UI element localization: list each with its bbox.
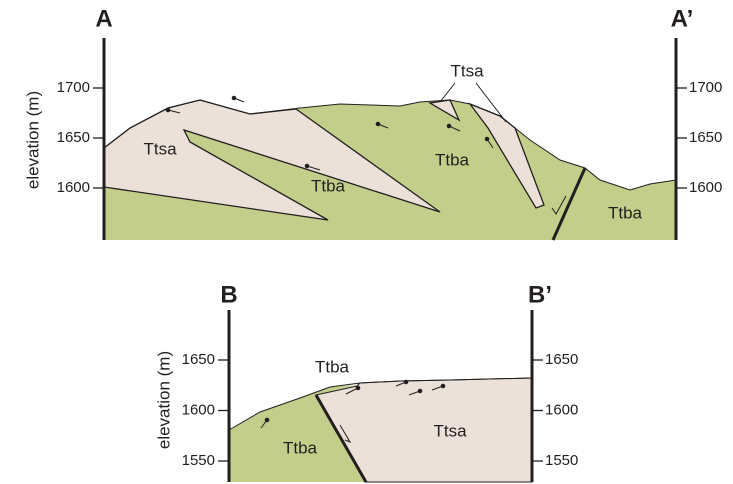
unit-label: Ttba bbox=[311, 176, 346, 195]
unit-label: Ttba bbox=[435, 150, 470, 169]
section-a: A A’ elevation (m) Ttsa Ttba Ttba Ttsa T… bbox=[23, 5, 693, 240]
tick-label: 1600 bbox=[545, 401, 578, 418]
tick-label: 1650 bbox=[57, 129, 90, 146]
section-label: A’ bbox=[671, 5, 694, 32]
unit-label: Ttsa bbox=[450, 61, 484, 80]
section-label: B’ bbox=[528, 281, 552, 308]
unit-label: Ttsa bbox=[143, 139, 177, 158]
tick-label: 1600 bbox=[57, 179, 90, 196]
cross-sections: A A’ elevation (m) Ttsa Ttba Ttba Ttsa T… bbox=[0, 0, 733, 484]
tick-label: 1700 bbox=[57, 79, 90, 96]
tick-label: 1700 bbox=[689, 79, 722, 96]
unit-label: Ttba bbox=[283, 438, 318, 457]
tick-label: 1550 bbox=[182, 452, 215, 469]
tick-label: 1600 bbox=[182, 401, 215, 418]
tick-label: 1550 bbox=[545, 452, 578, 469]
tick-label: 1650 bbox=[545, 351, 578, 368]
tick-label: 1650 bbox=[689, 129, 722, 146]
unit-label: Ttsa bbox=[433, 421, 467, 440]
unit-label: Ttba bbox=[608, 203, 643, 222]
axis-title: elevation (m) bbox=[23, 91, 42, 189]
section-label: A bbox=[95, 5, 112, 32]
section-label: B bbox=[220, 281, 237, 308]
unit-label: Ttba bbox=[315, 357, 350, 376]
tick-label: 1600 bbox=[689, 179, 722, 196]
tick-label: 1650 bbox=[182, 351, 215, 368]
axis-title: elevation (m) bbox=[154, 351, 173, 449]
